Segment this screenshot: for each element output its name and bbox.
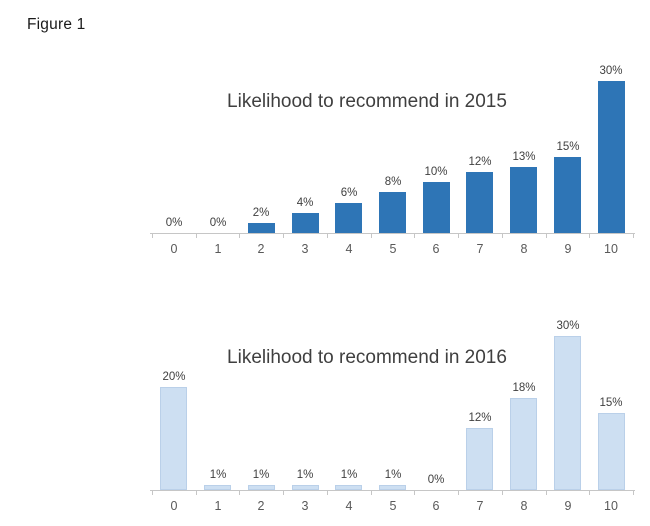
x-tick-label: 10 — [604, 499, 618, 513]
bar-value-label: 1% — [384, 469, 402, 481]
x-axis-tick — [458, 234, 459, 238]
bar — [423, 182, 450, 233]
x-axis-tick — [196, 234, 197, 238]
bar — [554, 336, 581, 490]
bar — [598, 413, 625, 490]
x-tick-label: 3 — [301, 499, 309, 513]
x-tick-label: 6 — [432, 499, 440, 513]
x-axis-tick — [196, 491, 197, 495]
bar — [598, 81, 625, 233]
x-tick-label: 1 — [214, 242, 222, 256]
x-tick-label: 5 — [389, 499, 397, 513]
chart-title-2015: Likelihood to recommend in 2015 — [227, 91, 507, 112]
x-tick-label: 4 — [345, 242, 353, 256]
x-tick-label: 3 — [301, 242, 309, 256]
x-axis-tick — [546, 234, 547, 238]
x-tick-label: 7 — [476, 242, 484, 256]
x-axis-tick — [152, 234, 153, 238]
bar — [379, 485, 406, 490]
bar — [204, 485, 231, 490]
bar-value-label: 30% — [556, 320, 580, 332]
bar-value-label: 30% — [599, 65, 623, 77]
bar — [510, 398, 537, 490]
figure-label: Figure 1 — [27, 16, 86, 33]
bar — [466, 172, 493, 233]
bar — [554, 157, 581, 233]
x-axis-tick — [502, 491, 503, 495]
x-axis-line — [150, 233, 635, 234]
x-axis-tick — [414, 491, 415, 495]
x-axis-tick — [152, 491, 153, 495]
bar-value-label: 1% — [209, 469, 227, 481]
x-axis-tick — [589, 491, 590, 495]
bar-value-label: 20% — [162, 371, 186, 383]
x-axis-tick — [633, 491, 634, 495]
x-tick-label: 0 — [170, 242, 178, 256]
bar-value-label: 0% — [209, 217, 227, 229]
bar — [466, 428, 493, 490]
x-tick-label: 1 — [214, 499, 222, 513]
bar — [248, 223, 275, 233]
bar-value-label: 4% — [296, 197, 314, 209]
x-axis-tick — [546, 491, 547, 495]
x-axis-tick — [633, 234, 634, 238]
x-axis-tick — [458, 491, 459, 495]
x-tick-label: 8 — [520, 499, 528, 513]
x-tick-label: 6 — [432, 242, 440, 256]
x-tick-label: 9 — [564, 242, 572, 256]
x-tick-label: 5 — [389, 242, 397, 256]
bar — [335, 485, 362, 490]
bar-value-label: 15% — [599, 397, 623, 409]
x-axis-tick — [371, 234, 372, 238]
x-tick-label: 9 — [564, 499, 572, 513]
bar — [160, 387, 187, 490]
x-axis-line — [150, 490, 635, 491]
x-tick-label: 2 — [257, 499, 265, 513]
bar-value-label: 0% — [427, 474, 445, 486]
bar — [335, 203, 362, 233]
bar-value-label: 1% — [252, 469, 270, 481]
x-axis-tick — [327, 234, 328, 238]
bar-value-label: 10% — [424, 166, 448, 178]
bar-value-label: 0% — [165, 217, 183, 229]
x-tick-label: 7 — [476, 499, 484, 513]
x-axis-tick — [371, 491, 372, 495]
x-axis-tick — [239, 491, 240, 495]
x-tick-label: 0 — [170, 499, 178, 513]
bar-value-label: 6% — [340, 187, 358, 199]
x-tick-label: 2 — [257, 242, 265, 256]
bar — [379, 192, 406, 233]
x-axis-tick — [283, 491, 284, 495]
bar-value-label: 12% — [468, 156, 492, 168]
bar-value-label: 8% — [384, 176, 402, 188]
x-tick-label: 10 — [604, 242, 618, 256]
bar — [248, 485, 275, 490]
x-axis-tick — [589, 234, 590, 238]
bar-value-label: 12% — [468, 412, 492, 424]
x-axis-tick — [327, 491, 328, 495]
x-axis-tick — [239, 234, 240, 238]
bar — [510, 167, 537, 233]
bar-value-label: 15% — [556, 141, 580, 153]
x-tick-label: 8 — [520, 242, 528, 256]
bar — [292, 485, 319, 490]
x-axis-tick — [414, 234, 415, 238]
x-axis-tick — [283, 234, 284, 238]
chart-title-2016: Likelihood to recommend in 2016 — [227, 347, 507, 368]
x-tick-label: 4 — [345, 499, 353, 513]
bar-value-label: 18% — [512, 382, 536, 394]
bar-value-label: 2% — [252, 207, 270, 219]
x-axis-tick — [502, 234, 503, 238]
bar — [292, 213, 319, 233]
bar-value-label: 1% — [296, 469, 314, 481]
bar-value-label: 13% — [512, 151, 536, 163]
bar-value-label: 1% — [340, 469, 358, 481]
